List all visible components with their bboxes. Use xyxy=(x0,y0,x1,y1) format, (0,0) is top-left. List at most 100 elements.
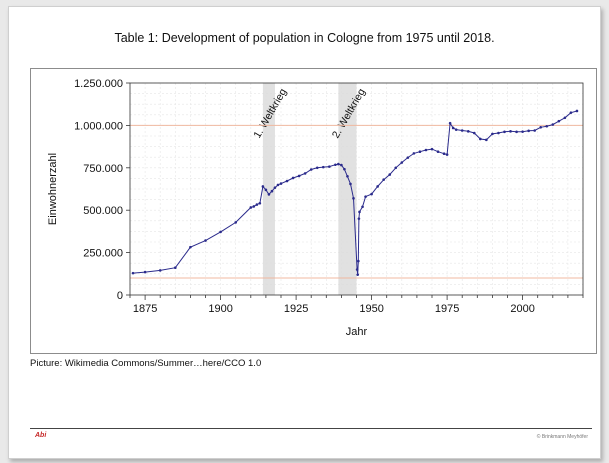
data-point xyxy=(249,206,253,209)
x-tick-label: 1950 xyxy=(359,303,383,315)
data-point xyxy=(357,217,361,220)
data-point xyxy=(158,269,162,272)
data-point xyxy=(448,121,452,125)
data-point xyxy=(189,245,192,249)
data-point xyxy=(261,185,265,188)
data-point xyxy=(454,128,458,131)
publisher-logo: Abi xyxy=(35,432,47,439)
data-point xyxy=(291,176,295,180)
data-point xyxy=(349,182,352,186)
footer-divider xyxy=(30,428,592,429)
data-point xyxy=(406,156,410,159)
y-tick-label: 250.000 xyxy=(83,248,123,260)
data-point xyxy=(436,150,440,153)
data-point xyxy=(219,230,222,234)
x-tick-label: 1900 xyxy=(208,303,232,315)
x-tick-label: 1975 xyxy=(435,303,459,315)
data-point xyxy=(430,147,434,151)
chart-svg: 1. Weltkrieg 2. Weltkrieg0250.000500.0007… xyxy=(47,78,584,338)
data-point xyxy=(285,179,289,183)
y-tick-label: 750.000 xyxy=(83,163,123,175)
data-point xyxy=(346,174,349,178)
data-point xyxy=(267,193,271,196)
data-point xyxy=(297,174,301,178)
data-point xyxy=(575,109,579,113)
x-axis-label: Jahr xyxy=(346,326,368,338)
data-point xyxy=(515,130,518,134)
x-tick-label: 2000 xyxy=(510,303,534,315)
data-point xyxy=(309,168,313,171)
data-point xyxy=(276,183,280,187)
data-point xyxy=(503,130,506,134)
data-point xyxy=(264,188,268,192)
data-point xyxy=(376,185,379,188)
data-point xyxy=(252,205,256,208)
data-point xyxy=(551,123,555,126)
data-point xyxy=(400,161,404,164)
data-point xyxy=(445,153,449,156)
data-point xyxy=(539,125,543,129)
y-tick-label: 1.000.000 xyxy=(74,120,123,132)
data-point xyxy=(279,182,283,185)
data-point xyxy=(472,131,476,135)
data-point xyxy=(442,152,446,156)
data-point xyxy=(497,131,500,135)
data-point xyxy=(352,197,355,200)
data-point xyxy=(357,259,360,263)
data-point xyxy=(273,186,277,189)
data-point xyxy=(340,163,343,167)
data-point xyxy=(412,152,416,155)
data-point xyxy=(569,111,573,114)
data-point xyxy=(394,166,398,170)
data-point xyxy=(509,130,512,133)
data-point xyxy=(355,268,359,271)
data-point xyxy=(174,266,177,269)
data-point xyxy=(328,165,331,168)
data-point xyxy=(485,138,488,142)
data-point xyxy=(315,166,319,170)
y-tick-label: 0 xyxy=(117,290,123,302)
war-band-2 xyxy=(338,83,357,295)
data-point xyxy=(131,271,135,275)
data-point xyxy=(418,150,422,153)
data-point xyxy=(370,192,373,196)
y-tick-label: 500.000 xyxy=(83,205,123,217)
data-point xyxy=(356,273,360,276)
data-point xyxy=(321,165,325,169)
data-point xyxy=(491,132,494,136)
x-tick-label: 1925 xyxy=(284,303,308,315)
data-point xyxy=(545,124,549,128)
y-axis-label: Einwohnerzahl xyxy=(47,153,59,225)
data-point xyxy=(527,129,530,133)
data-point xyxy=(143,270,147,274)
data-point xyxy=(533,129,536,132)
data-point xyxy=(270,189,274,193)
y-tick-label: 1.250.000 xyxy=(74,78,123,90)
x-tick-label: 1875 xyxy=(133,303,157,315)
data-point xyxy=(337,162,340,166)
picture-caption: Picture: Wikimedia Commons/Summer…here/C… xyxy=(30,358,262,369)
data-point xyxy=(361,205,364,209)
data-point xyxy=(358,210,361,214)
worksheet-page: Table 1: Development of population in Co… xyxy=(8,6,601,459)
data-point xyxy=(234,221,237,224)
data-point xyxy=(204,239,207,242)
data-point xyxy=(255,203,259,206)
page-title: Table 1: Development of population in Co… xyxy=(114,31,495,45)
data-point xyxy=(460,129,464,132)
data-point xyxy=(521,130,524,133)
data-point xyxy=(334,163,337,167)
war-band-1 xyxy=(262,83,275,295)
data-point xyxy=(563,116,567,120)
data-point xyxy=(388,173,392,176)
data-point xyxy=(258,201,262,205)
data-point xyxy=(424,148,428,152)
data-point xyxy=(557,119,561,123)
data-point xyxy=(466,130,470,133)
data-point xyxy=(303,172,307,175)
data-point xyxy=(364,195,367,198)
data-point xyxy=(343,167,346,171)
population-chart: 1. Weltkrieg 2. Weltkrieg 0 250.000 500.000 7… xyxy=(30,68,597,354)
data-point xyxy=(382,178,385,181)
data-point xyxy=(479,137,482,141)
